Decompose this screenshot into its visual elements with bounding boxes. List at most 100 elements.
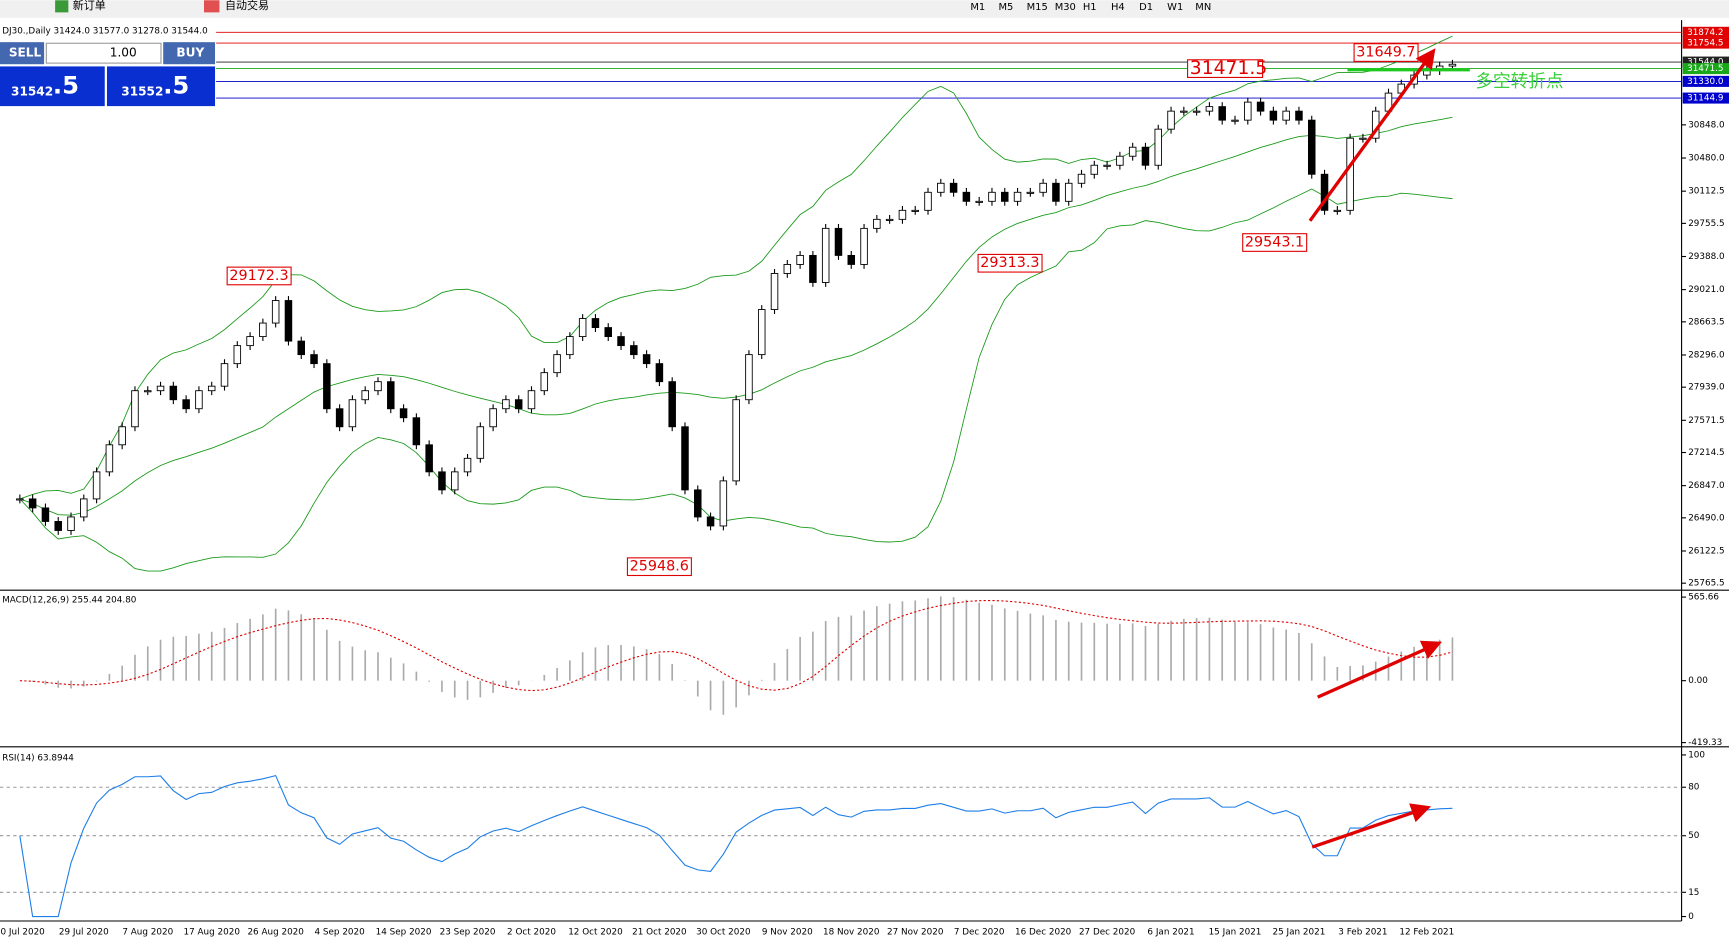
macd-header: MACD(12,26,9) 255.44 204.80: [2, 596, 137, 606]
candle: [937, 182, 945, 193]
candle: [732, 399, 740, 482]
bid-big: .5: [53, 70, 79, 99]
candle: [1192, 110, 1201, 113]
x-tick-label: 25 Jan 2021: [1273, 928, 1326, 938]
timeframe-button[interactable]: M5: [998, 2, 1013, 13]
candle: [796, 254, 804, 265]
icon: [55, 0, 69, 13]
annotation-label: 31649.7: [1356, 45, 1415, 61]
candle: [1013, 191, 1022, 202]
new-order[interactable]: 新订单: [73, 0, 106, 12]
sell-button[interactable]: [0, 42, 45, 65]
y-tick-label: 27571.5: [1688, 416, 1724, 426]
candle: [144, 390, 152, 393]
price-level-box: [1682, 26, 1729, 38]
y-tick-label: 30848.0: [1688, 120, 1725, 130]
candle: [630, 345, 638, 356]
candle: [1128, 146, 1137, 157]
x-tick-label: 16 Dec 2020: [1015, 928, 1072, 938]
candle: [706, 516, 715, 527]
bollinger-band: [19, 188, 1453, 572]
candle: [438, 471, 446, 491]
candle: [387, 381, 395, 410]
candle: [668, 381, 676, 428]
candle: [310, 354, 318, 365]
candle: [1256, 101, 1265, 112]
candle: [1320, 173, 1329, 211]
y-tick-label: 80: [1688, 783, 1700, 793]
candle: [809, 254, 817, 283]
candle: [1116, 155, 1124, 166]
buy-button[interactable]: [163, 42, 216, 65]
candle: [514, 399, 523, 410]
candle: [54, 521, 62, 531]
timeframe-button[interactable]: D1: [1139, 2, 1153, 13]
candle: [220, 363, 229, 387]
x-tick-label: 14 Sep 2020: [376, 928, 432, 938]
candle: [860, 227, 868, 265]
price-level-label: 31754.5: [1687, 39, 1723, 49]
candle: [1295, 110, 1303, 121]
rsi-line: [19, 774, 1453, 918]
candle: [745, 354, 753, 401]
timeframe-button[interactable]: W1: [1167, 2, 1183, 13]
y-tick-label: 26122.5: [1688, 546, 1724, 556]
candle: [67, 516, 75, 531]
timeframe-button[interactable]: M1: [970, 2, 985, 13]
candle: [80, 498, 88, 518]
candle: [195, 390, 203, 410]
candle: [284, 300, 293, 342]
x-tick-label: 21 Oct 2020: [632, 928, 687, 938]
candle: [425, 444, 433, 473]
candle: [604, 327, 612, 338]
y-tick-label: 26490.0: [1688, 513, 1725, 523]
candle: [1231, 119, 1239, 122]
timeframe-button[interactable]: MN: [1195, 2, 1211, 13]
timeframe-button[interactable]: M15: [1027, 2, 1048, 13]
timeframe-button[interactable]: H1: [1083, 2, 1097, 13]
annotation-box: [626, 557, 692, 577]
candle: [578, 318, 587, 338]
candle: [118, 426, 126, 446]
price-level-label: 31144.9: [1687, 94, 1723, 104]
candle: [642, 354, 651, 365]
candle: [847, 254, 856, 265]
candle: [233, 345, 242, 365]
candle: [246, 336, 254, 347]
timeframe-button[interactable]: H4: [1111, 2, 1125, 13]
candle: [399, 408, 408, 419]
price-level-box: [1682, 92, 1729, 104]
annotation-box: [977, 253, 1043, 273]
price-level-box: [1682, 63, 1729, 75]
x-tick-label: 20 Jul 2020: [0, 928, 45, 938]
y-tick-label: 100: [1688, 750, 1705, 760]
candle: [655, 363, 664, 383]
auto-trade[interactable]: 自动交易: [225, 0, 269, 12]
ask-price: 31552: [121, 84, 163, 98]
annotation-box: [226, 266, 292, 286]
buy-price-box[interactable]: [106, 66, 216, 107]
candle: [207, 385, 216, 392]
y-tick-label: 28663.5: [1688, 317, 1724, 327]
candle: [1307, 119, 1316, 175]
sell-label: SELL: [9, 46, 42, 60]
timeframe-button[interactable]: M30: [1055, 2, 1076, 13]
candle: [783, 264, 792, 274]
y-tick-label: 25765.5: [1688, 579, 1724, 589]
x-tick-label: 23 Sep 2020: [440, 928, 496, 938]
lots-input[interactable]: [45, 42, 162, 64]
candle: [374, 381, 382, 392]
y-tick-label: -419.33: [1688, 738, 1722, 748]
x-tick-label: 30 Oct 2020: [696, 928, 751, 938]
candle: [297, 340, 306, 356]
candle: [988, 191, 996, 202]
bollinger-band: [19, 35, 1453, 500]
x-tick-label: 26 Aug 2020: [247, 928, 304, 938]
turning-point-label: 多空转折点: [1475, 71, 1563, 92]
sell-price-box[interactable]: [0, 66, 105, 107]
arrow: [1308, 48, 1436, 222]
candle: [335, 408, 344, 428]
price-level-box: [1682, 75, 1729, 87]
candle: [1141, 146, 1150, 166]
candle: [949, 182, 958, 193]
